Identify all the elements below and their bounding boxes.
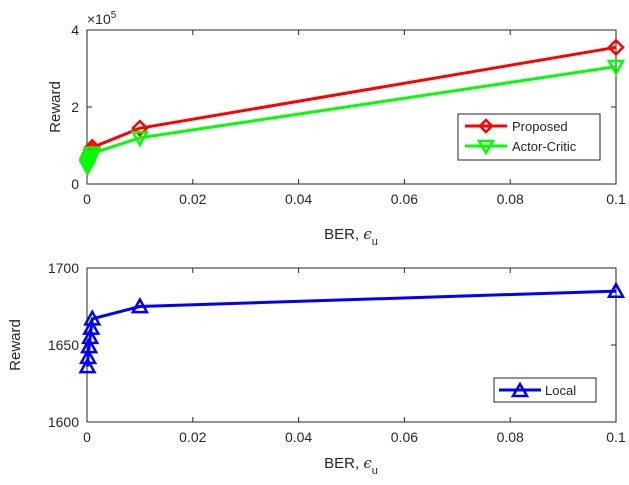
top-y-exponent-label: ×105 bbox=[87, 10, 117, 27]
legend-marker-local bbox=[510, 381, 530, 398]
bottom-y-tick-label: 1600 bbox=[48, 414, 79, 430]
bottom-x-tick-label: 0.08 bbox=[497, 429, 524, 445]
data-point-local bbox=[81, 327, 100, 345]
data-point-actor-critic bbox=[606, 59, 626, 77]
bottom-x-tick-label: 0 bbox=[83, 429, 91, 445]
data-point-local bbox=[78, 356, 97, 374]
top-legend: Proposed Actor-Critic bbox=[457, 113, 601, 161]
top-series-layer bbox=[78, 38, 626, 177]
bottom-legend: Local bbox=[493, 377, 597, 403]
top-x-tick-label: 0 bbox=[83, 191, 91, 207]
data-point-local bbox=[78, 347, 98, 365]
data-point-actor-critic bbox=[130, 130, 150, 148]
top-y-axis-label: Reward bbox=[47, 81, 64, 133]
top-x-tick-label: 0.08 bbox=[497, 191, 524, 207]
bottom-x-tick-label: 0.04 bbox=[285, 429, 312, 445]
top-y-tick-label: 0 bbox=[71, 176, 79, 192]
data-point-local bbox=[606, 281, 626, 298]
data-point-local bbox=[130, 296, 150, 314]
top-y-tick-label: 4 bbox=[71, 22, 79, 38]
bottom-y-axis-label: Reward bbox=[7, 319, 24, 371]
legend-entry-local: Local bbox=[499, 381, 576, 398]
data-point-actor-critic bbox=[83, 146, 102, 163]
legend-label-proposed: Proposed bbox=[512, 119, 568, 134]
bottom-y-tick-label: 1650 bbox=[48, 337, 79, 353]
top-legend-box bbox=[457, 113, 601, 161]
legend-marker-proposed bbox=[478, 118, 494, 134]
bottom-x-tick-label: 0.1 bbox=[606, 429, 626, 445]
bottom-x-tick-label: 0.02 bbox=[179, 429, 206, 445]
data-point-proposed bbox=[607, 38, 625, 57]
bottom-series-layer bbox=[78, 281, 626, 374]
bottom-x-axis-label: BER, ϵu bbox=[324, 454, 378, 477]
top-x-axis-label: BER, ϵu bbox=[324, 225, 378, 248]
top-x-tick-label: 0.04 bbox=[285, 191, 312, 207]
top-y-tick-label: 2 bbox=[71, 99, 79, 115]
data-point-local bbox=[83, 309, 102, 326]
data-point-local bbox=[79, 336, 99, 354]
top-subplot: 0 0.02 0.04 0.06 0.08 0.1 0 2 4 Reward BER, ϵu ×… bbox=[47, 10, 626, 248]
legend-entry-actor-critic: Actor-Critic bbox=[465, 139, 577, 156]
data-point-proposed bbox=[131, 119, 149, 137]
top-x-tick-label: 0.06 bbox=[391, 191, 418, 207]
legend-label-local: Local bbox=[545, 383, 576, 398]
legend-marker-actor-critic bbox=[476, 139, 496, 156]
legend-label-actor-critic: Actor-Critic bbox=[512, 139, 577, 154]
top-x-tick-label: 0.1 bbox=[606, 191, 626, 207]
bottom-x-tick-label: 0.06 bbox=[391, 429, 418, 445]
top-x-tick-label: 0.02 bbox=[179, 191, 206, 207]
legend-entry-proposed: Proposed bbox=[465, 118, 568, 134]
data-point-local bbox=[82, 318, 101, 335]
bottom-y-tick-label: 1700 bbox=[48, 260, 79, 276]
